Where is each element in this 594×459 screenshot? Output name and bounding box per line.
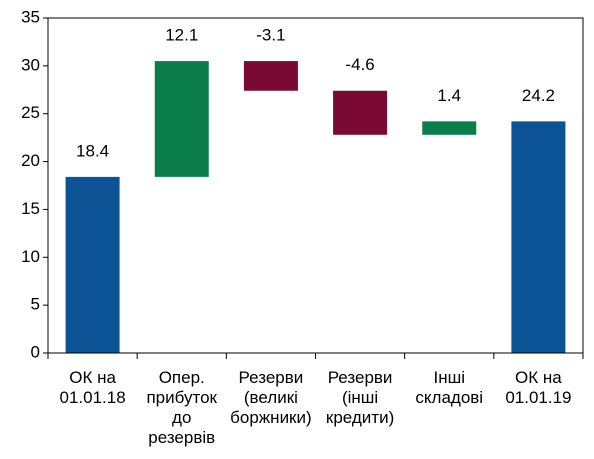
plot-frame: [47, 17, 584, 354]
bar: [511, 121, 566, 353]
value-label: 24.2: [522, 86, 555, 105]
x-tick-label: ОК на 01.01.19: [505, 368, 572, 407]
bar: [154, 61, 209, 177]
value-label: -3.1: [256, 26, 285, 45]
x-tick-label: Опер. прибуток до резервів: [146, 368, 217, 447]
y-tick-label: 0: [31, 342, 40, 361]
bar: [333, 90, 388, 135]
y-tick-label: 30: [21, 55, 40, 74]
x-tick-label: ОК на 01.01.18: [59, 368, 126, 407]
bar: [422, 121, 477, 135]
value-label: 18.4: [76, 141, 109, 160]
y-tick-label: 5: [31, 295, 40, 314]
y-tick-label: 15: [21, 199, 40, 218]
x-tick-label: Інші складові: [415, 368, 484, 407]
value-label: 12.1: [165, 26, 198, 45]
value-label: -4.6: [345, 55, 374, 74]
y-tick-label: 20: [21, 151, 40, 170]
bar: [65, 176, 120, 353]
y-tick-label: 10: [21, 247, 40, 266]
x-tick-label: Резерви (інші кредити): [325, 368, 395, 427]
y-tick-label: 25: [21, 103, 40, 122]
bar: [243, 61, 298, 91]
y-tick-label: 35: [21, 7, 40, 26]
x-tick-label: Резерви (великі боржники): [230, 368, 312, 427]
value-label: 1.4: [437, 86, 461, 105]
